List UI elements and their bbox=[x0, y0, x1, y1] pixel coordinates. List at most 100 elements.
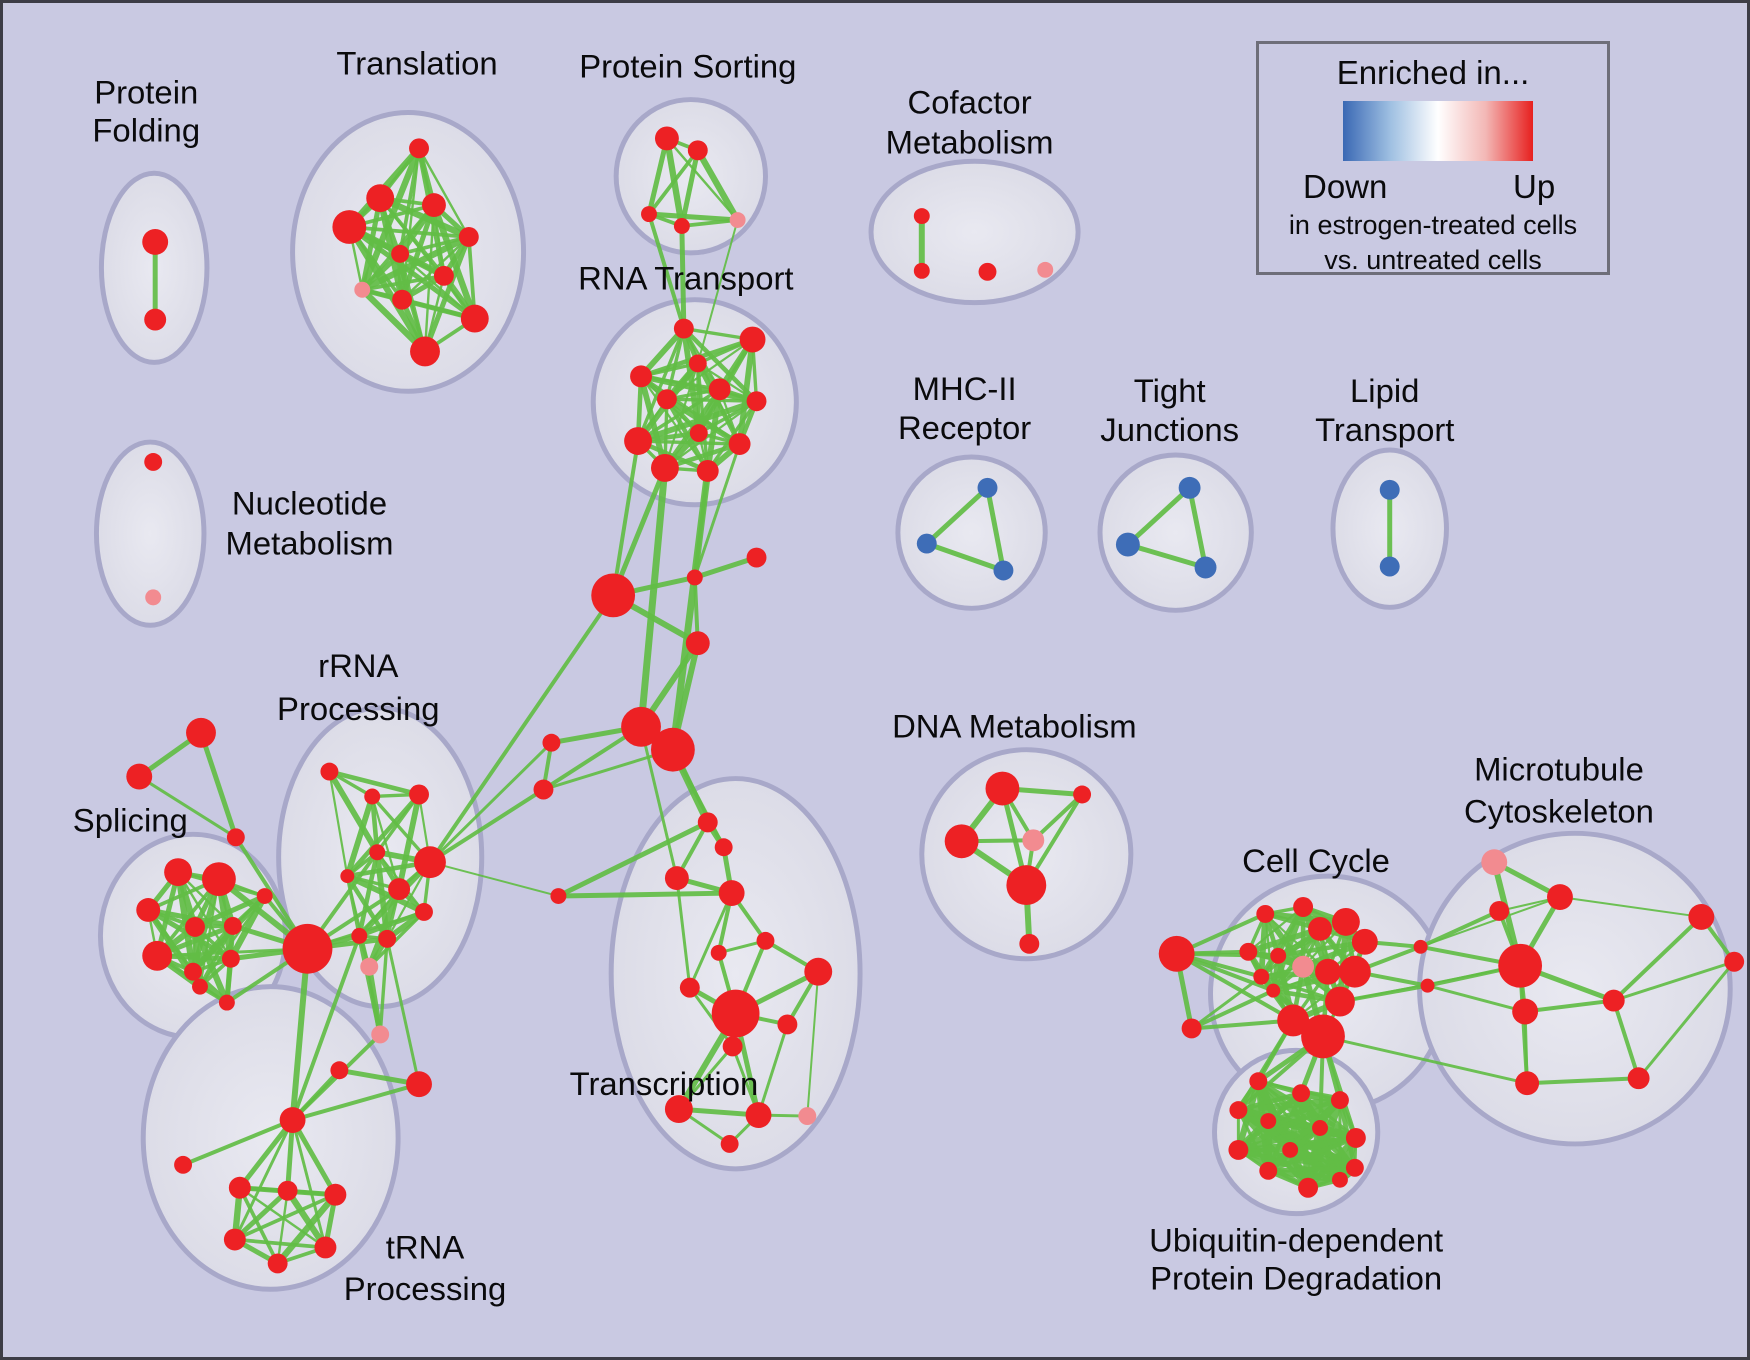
node-cell-cycle-13[interactable] bbox=[1253, 968, 1270, 985]
node-translation-6[interactable] bbox=[433, 265, 454, 286]
node-mhc-ii-receptor-1[interactable] bbox=[916, 533, 937, 554]
node-microtubule-cytoskeleton-7[interactable] bbox=[1627, 1067, 1650, 1090]
node-ubiquitin-degradation-5[interactable] bbox=[1345, 1128, 1366, 1148]
node-cell-cycle-16[interactable] bbox=[1301, 1014, 1345, 1059]
node-transcription-13[interactable] bbox=[745, 1102, 772, 1129]
node-ubiquitin-degradation-10[interactable] bbox=[1259, 1161, 1278, 1180]
node-rrna-processing-10[interactable] bbox=[378, 929, 397, 948]
node-dna-metabolism-1[interactable] bbox=[1073, 785, 1092, 804]
node-connectors-8[interactable] bbox=[186, 717, 216, 748]
node-transcription-5[interactable] bbox=[756, 931, 775, 950]
node-transcription-4[interactable] bbox=[550, 888, 567, 905]
node-translation-0[interactable] bbox=[409, 138, 429, 159]
node-protein-sorting-2[interactable] bbox=[641, 206, 657, 223]
node-splicing-0[interactable] bbox=[164, 858, 193, 887]
node-connectors-2[interactable] bbox=[746, 547, 767, 568]
node-dna-metabolism-4[interactable] bbox=[1006, 865, 1047, 906]
node-cell-cycle-14[interactable] bbox=[1266, 983, 1281, 998]
node-dna-metabolism-0[interactable] bbox=[985, 771, 1020, 806]
node-connectors-1[interactable] bbox=[686, 569, 703, 586]
node-rna-transport-11[interactable] bbox=[696, 459, 719, 482]
node-connectors-5[interactable] bbox=[650, 727, 695, 772]
node-microtubule-cytoskeleton-2[interactable] bbox=[1489, 901, 1510, 921]
node-rrna-processing-5[interactable] bbox=[388, 878, 411, 901]
node-connectors-3[interactable] bbox=[685, 631, 710, 656]
node-splicing-1[interactable] bbox=[201, 862, 236, 897]
node-microtubule-cytoskeleton-0[interactable] bbox=[1481, 849, 1508, 876]
node-rrna-processing-8[interactable] bbox=[360, 957, 379, 976]
node-cofactor-metabolism-2[interactable] bbox=[978, 262, 997, 281]
node-rrna-processing-11[interactable] bbox=[371, 1025, 390, 1044]
node-cell-cycle-3[interactable] bbox=[1293, 897, 1314, 917]
node-trna-processing-0[interactable] bbox=[279, 1107, 306, 1133]
node-lipid-transport-1[interactable] bbox=[1379, 556, 1400, 577]
node-connectors-0[interactable] bbox=[591, 573, 636, 618]
node-translation-10[interactable] bbox=[410, 336, 440, 367]
node-trna-processing-2[interactable] bbox=[228, 1176, 251, 1199]
node-splicing-10[interactable] bbox=[218, 994, 235, 1011]
node-tight-junctions-1[interactable] bbox=[1115, 532, 1140, 557]
node-splicing-6[interactable] bbox=[142, 940, 173, 971]
node-cell-cycle-10[interactable] bbox=[1315, 958, 1341, 985]
node-cell-cycle-11[interactable] bbox=[1338, 955, 1371, 988]
node-lipid-transport-0[interactable] bbox=[1379, 479, 1400, 500]
node-cofactor-metabolism-0[interactable] bbox=[913, 208, 930, 225]
node-rrna-processing-7[interactable] bbox=[415, 903, 433, 921]
node-ubiquitin-degradation-2[interactable] bbox=[1229, 1101, 1248, 1120]
node-protein-sorting-1[interactable] bbox=[687, 140, 708, 161]
node-cofactor-metabolism-3[interactable] bbox=[1037, 261, 1054, 278]
node-microtubule-cytoskeleton-8[interactable] bbox=[1688, 904, 1715, 930]
node-microtubule-cytoskeleton-1[interactable] bbox=[1547, 884, 1573, 910]
node-transcription-15[interactable] bbox=[720, 1134, 739, 1153]
node-transcription-7[interactable] bbox=[679, 977, 700, 998]
node-translation-2[interactable] bbox=[422, 193, 446, 218]
node-rrna-processing-1[interactable] bbox=[364, 788, 381, 805]
node-connectors-4[interactable] bbox=[621, 706, 661, 747]
node-nucleotide-metabolism-0[interactable] bbox=[144, 453, 163, 471]
node-rna-transport-2[interactable] bbox=[688, 354, 707, 373]
node-mhc-ii-receptor-0[interactable] bbox=[977, 477, 998, 498]
node-translation-7[interactable] bbox=[354, 281, 371, 298]
node-splicing-8[interactable] bbox=[221, 949, 240, 968]
node-cofactor-metabolism-1[interactable] bbox=[913, 262, 930, 279]
node-cell-cycle-2[interactable] bbox=[1256, 905, 1275, 923]
node-connectors-11[interactable] bbox=[282, 923, 333, 974]
node-ubiquitin-degradation-6[interactable] bbox=[1228, 1139, 1249, 1160]
node-trna-processing-1[interactable] bbox=[174, 1155, 193, 1174]
node-transcription-9[interactable] bbox=[711, 989, 760, 1038]
node-dna-metabolism-2[interactable] bbox=[944, 824, 979, 859]
node-rna-transport-10[interactable] bbox=[650, 454, 679, 482]
node-splicing-5[interactable] bbox=[256, 888, 273, 905]
node-tight-junctions-2[interactable] bbox=[1194, 556, 1217, 579]
node-transcription-6[interactable] bbox=[710, 944, 727, 961]
node-connectors-10[interactable] bbox=[226, 828, 245, 847]
node-microtubule-cytoskeleton-3[interactable] bbox=[1498, 943, 1543, 988]
node-rna-transport-9[interactable] bbox=[624, 427, 652, 455]
node-splicing-9[interactable] bbox=[192, 978, 208, 995]
node-trna-processing-7[interactable] bbox=[267, 1253, 288, 1274]
node-ubiquitin-degradation-12[interactable] bbox=[1331, 1171, 1348, 1188]
node-splicing-3[interactable] bbox=[185, 916, 205, 937]
node-connectors-13[interactable] bbox=[1420, 978, 1435, 993]
node-cell-cycle-7[interactable] bbox=[1239, 942, 1258, 961]
node-ubiquitin-degradation-9[interactable] bbox=[1345, 1158, 1364, 1177]
node-transcription-8[interactable] bbox=[804, 957, 833, 986]
node-protein-folding-1[interactable] bbox=[144, 308, 167, 331]
node-transcription-3[interactable] bbox=[718, 880, 745, 906]
node-rna-transport-3[interactable] bbox=[630, 365, 652, 388]
node-microtubule-cytoskeleton-4[interactable] bbox=[1602, 989, 1625, 1012]
node-splicing-4[interactable] bbox=[223, 916, 242, 935]
node-ubiquitin-degradation-1[interactable] bbox=[1292, 1084, 1311, 1103]
node-dna-metabolism-3[interactable] bbox=[1022, 829, 1045, 852]
node-transcription-12[interactable] bbox=[664, 1095, 693, 1124]
node-transcription-1[interactable] bbox=[714, 838, 733, 857]
node-trna-processing-4[interactable] bbox=[324, 1183, 347, 1206]
node-mhc-ii-receptor-2[interactable] bbox=[993, 560, 1014, 581]
node-tight-junctions-0[interactable] bbox=[1178, 476, 1201, 499]
node-connectors-15[interactable] bbox=[330, 1061, 349, 1080]
node-nucleotide-metabolism-1[interactable] bbox=[145, 589, 162, 606]
node-connectors-6[interactable] bbox=[542, 733, 561, 752]
node-protein-sorting-0[interactable] bbox=[654, 126, 679, 151]
node-ubiquitin-degradation-7[interactable] bbox=[1282, 1141, 1299, 1158]
node-ubiquitin-degradation-11[interactable] bbox=[1298, 1177, 1319, 1198]
